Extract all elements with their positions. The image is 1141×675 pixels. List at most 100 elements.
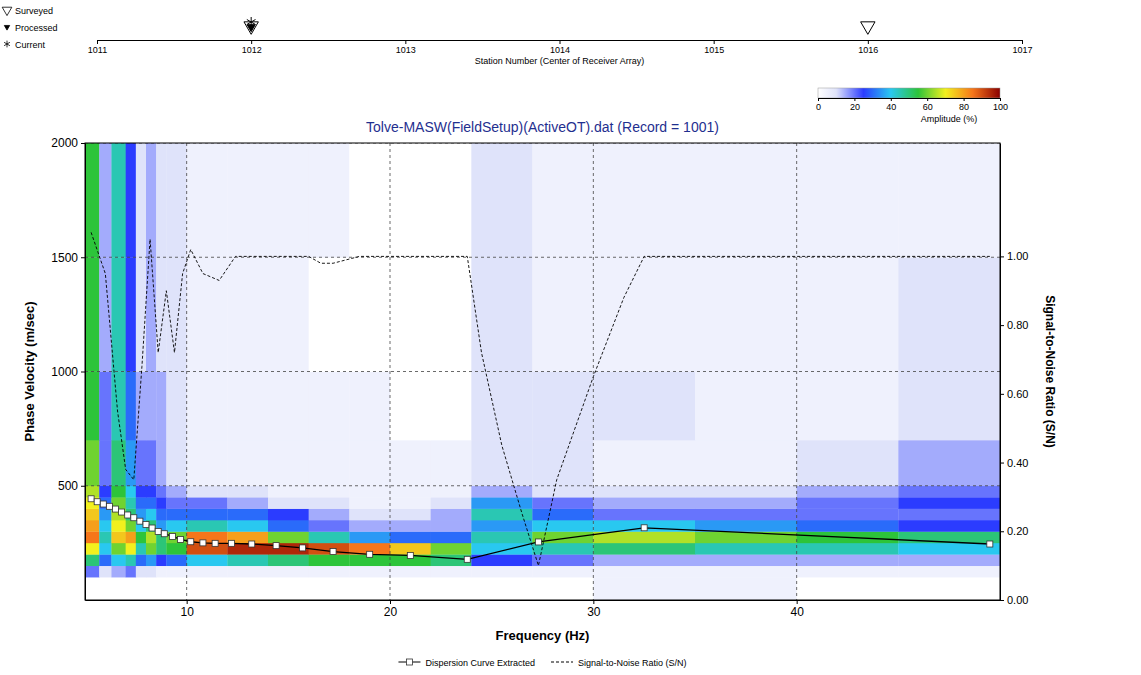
legend-symbol — [4, 25, 9, 30]
heatmap-cell — [390, 257, 431, 372]
heatmap-cell — [898, 520, 1000, 532]
station-axis-tick: 1017 — [1012, 40, 1032, 55]
colorbar-axis-tick-mark — [927, 98, 928, 101]
heatmap-cell — [532, 497, 593, 509]
heatmap-cell — [797, 577, 899, 600]
legend-label: Processed — [15, 23, 58, 33]
legend-line — [551, 662, 573, 663]
station-axis-tick-label: 1017 — [1012, 45, 1032, 55]
heatmap-cell — [431, 497, 472, 509]
heatmap-cell — [431, 509, 472, 521]
y2-axis: 0.000.200.400.600.801.00 — [1000, 144, 1028, 607]
x-axis-title: Frequency (Hz) — [496, 628, 590, 643]
heatmap-cell — [126, 554, 136, 566]
series-marker — [119, 509, 125, 515]
y2-axis-tick: 0.00 — [1000, 594, 1028, 606]
heatmap-cell — [99, 520, 112, 532]
heatmap-cell — [146, 440, 156, 486]
heatmap-cell — [532, 372, 593, 441]
heatmap-cell — [898, 372, 1000, 441]
series-marker — [464, 556, 470, 562]
heatmap-cell — [227, 257, 268, 372]
heatmap-cell — [532, 440, 593, 486]
heatmap-cell — [797, 440, 899, 486]
heatmap-cell — [349, 257, 390, 372]
heatmap-cell — [99, 486, 112, 498]
station-axis-tick-label: 1012 — [242, 45, 262, 55]
chart-title: Tolve-MASW(FieldSetup)(ActiveOT).dat (Re… — [366, 119, 719, 135]
heatmap-cell — [431, 486, 472, 498]
legend-label: Dispersion Curve Extracted — [425, 658, 535, 668]
heatmap-cell — [593, 486, 695, 498]
heatmap-cell — [797, 566, 899, 578]
heatmap-cell — [166, 543, 187, 555]
heatmap-cell — [146, 143, 156, 258]
plot-area — [85, 143, 1000, 600]
station-legend: SurveyedProcessedCurrent — [2, 6, 57, 50]
heatmap-cell — [85, 372, 100, 441]
station-axis-tick: 1013 — [396, 40, 416, 55]
heatmap-cell — [695, 497, 797, 509]
heatmap-cell — [268, 520, 309, 532]
heatmap-cell — [227, 486, 268, 498]
heatmap-cell — [156, 577, 166, 600]
heatmap-cell — [268, 566, 309, 578]
heatmap-cell — [227, 440, 268, 486]
series-marker — [100, 501, 106, 507]
y2-axis-tick-label: 1.00 — [1007, 250, 1028, 262]
heatmap-cell — [146, 486, 156, 498]
heatmap-cell — [136, 531, 146, 543]
heatmap-cell — [126, 520, 136, 532]
heatmap-cell — [85, 577, 100, 600]
heatmap-cell — [695, 554, 797, 566]
y2-axis-tick: 1.00 — [1000, 250, 1028, 262]
heatmap-cell — [797, 520, 899, 532]
heatmap-cell — [146, 497, 156, 509]
heatmap-cell — [471, 497, 532, 509]
heatmap-cell — [156, 509, 166, 521]
heatmap-cell — [166, 440, 187, 486]
legend: Dispersion Curve ExtractedSignal-to-Nois… — [398, 658, 686, 668]
heatmap-cell — [187, 554, 228, 566]
heatmap-cell — [390, 577, 431, 600]
heatmap-cell — [146, 509, 156, 521]
heatmap-cell — [431, 566, 472, 578]
heatmap-cell — [309, 497, 350, 509]
heatmap-cell — [146, 566, 156, 578]
x-axis-tick: 40 — [790, 600, 804, 619]
heatmap-cell — [349, 577, 390, 600]
series-marker — [535, 539, 541, 545]
heatmap-cell — [898, 531, 1000, 543]
heatmap-cell — [111, 577, 126, 600]
heatmap-cell — [309, 486, 350, 498]
heatmap-cell — [309, 566, 350, 578]
heatmap-cell — [111, 143, 126, 258]
y-axis-tick-label: 1500 — [51, 251, 78, 265]
heatmap-cell — [695, 372, 797, 441]
colorbar-axis-tick: 40 — [886, 98, 896, 112]
heatmap-cell — [431, 372, 472, 441]
heatmap-cell — [695, 486, 797, 498]
heatmap-cell — [695, 543, 797, 555]
heatmap-cell — [268, 440, 309, 486]
heatmap-cell — [532, 486, 593, 498]
heatmap-cell — [309, 440, 350, 486]
heatmap-cell — [268, 509, 309, 521]
y2-axis-tick-mark — [1000, 600, 1004, 601]
series-marker — [113, 506, 119, 512]
heatmap-cell — [898, 497, 1000, 509]
colorbar-axis-tick-label: 100 — [993, 102, 1008, 112]
heatmap-cell — [227, 509, 268, 521]
y-axis-tick-mark — [81, 486, 85, 487]
station-axis-tick-mark — [560, 40, 561, 44]
heatmap-cell — [593, 440, 695, 486]
legend-label: Current — [15, 40, 46, 50]
series-marker — [178, 536, 184, 542]
series-marker — [987, 541, 993, 547]
heatmap-cell — [349, 531, 390, 543]
series-marker — [367, 551, 373, 557]
heatmap-cell — [99, 372, 112, 441]
grid — [85, 143, 1000, 600]
heatmap-cell — [593, 372, 695, 441]
heatmap-cell — [797, 543, 899, 555]
